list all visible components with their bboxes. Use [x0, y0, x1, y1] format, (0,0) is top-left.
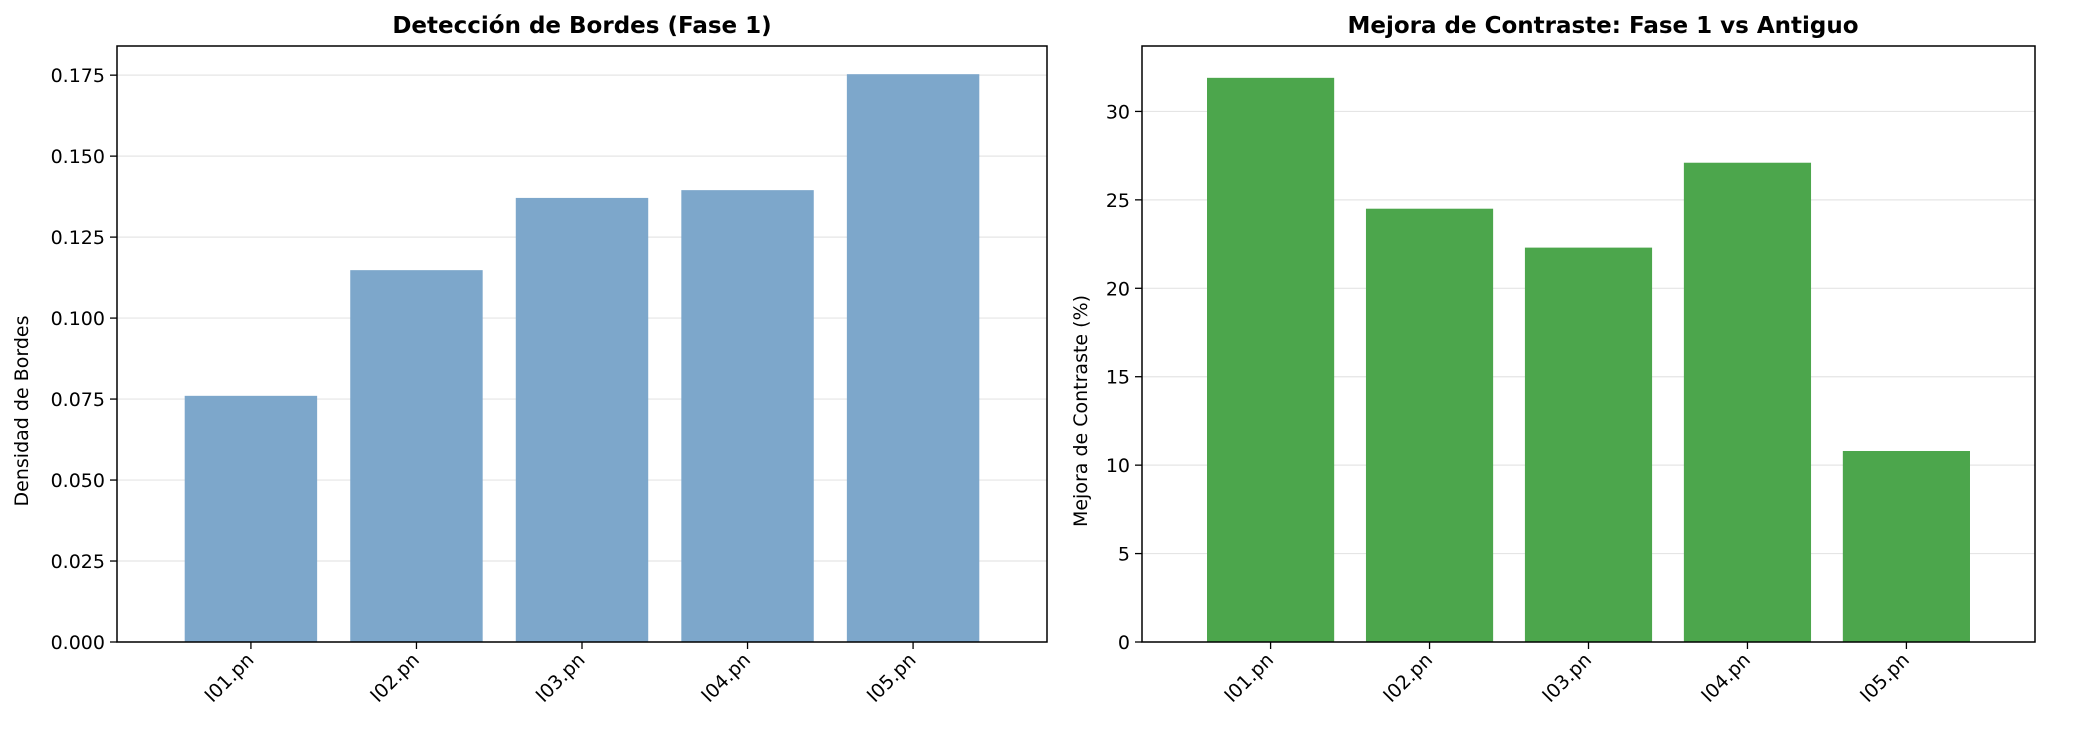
y-ticks: 0.000 0.025 0.050 0.075 0.100 0.125 0.150 0.175 [51, 65, 117, 654]
y-tick-label: 5 [1118, 544, 1130, 566]
chart-title: Detección de Bordes (Fase 1) [392, 13, 771, 39]
chart-panel-edge-density: Detección de Bordes (Fase 1) Densidad de… [11, 13, 1048, 707]
y-ticks: 0 5 10 15 20 25 30 [1106, 101, 1142, 654]
bars [1207, 77, 1970, 643]
y-tick-label: 20 [1106, 278, 1130, 300]
bar [1842, 450, 1970, 642]
y-axis-label: Mejora de Contraste (%) [1070, 295, 1092, 527]
bar [1365, 208, 1494, 642]
bar [681, 190, 814, 643]
y-tick-label: 30 [1106, 101, 1130, 123]
chart-title: Mejora de Contraste: Fase 1 vs Antiguo [1347, 13, 1858, 39]
y-tick-label: 25 [1106, 190, 1130, 212]
y-tick-label: 0.075 [51, 389, 105, 411]
chart-panel-contrast-improvement: Mejora de Contraste: Fase 1 vs Antiguo M… [1070, 13, 2036, 707]
bar [350, 270, 483, 642]
bar [846, 74, 980, 643]
bar [515, 197, 649, 642]
bar [184, 395, 318, 642]
y-tick-label: 0.050 [51, 470, 105, 492]
y-tick-label: 0.125 [51, 227, 105, 249]
plot-frame [116, 45, 1048, 643]
y-tick-label: 15 [1106, 367, 1130, 389]
y-tick-label: 0.150 [51, 146, 105, 168]
bars [184, 74, 980, 643]
plot-frame [1141, 45, 2036, 643]
y-tick-label: 10 [1106, 455, 1130, 477]
bar [1683, 162, 1812, 642]
y-tick-label: 0.100 [51, 308, 105, 330]
y-tick-label: 0.025 [51, 551, 105, 573]
bar [1207, 77, 1335, 643]
y-tick-label: 0.175 [51, 65, 105, 87]
y-tick-label: 0 [1118, 632, 1130, 654]
bar [1524, 247, 1653, 642]
y-tick-label: 0.000 [51, 632, 105, 654]
y-axis-label: Densidad de Bordes [11, 316, 33, 507]
